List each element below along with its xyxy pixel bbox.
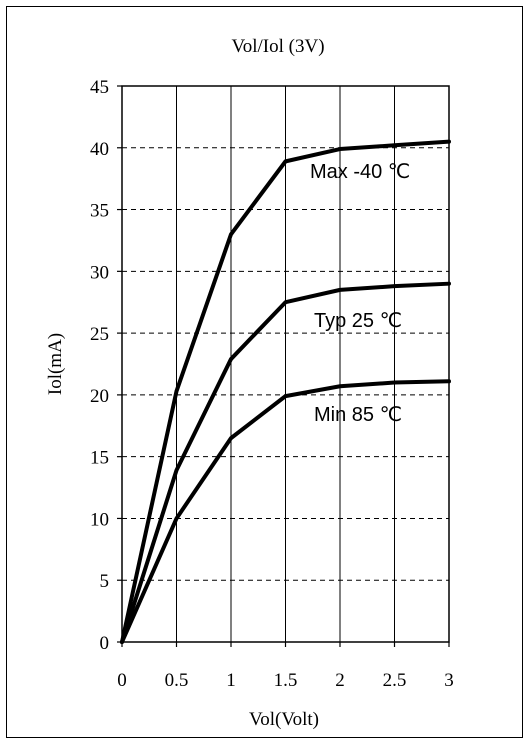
data-point	[448, 380, 450, 383]
y-tick-label: 35	[90, 201, 109, 222]
x-axis-ticks: 0 0.5 1 1.5 2 2.5 3	[117, 642, 454, 691]
series-label: Typ 25 ℃	[314, 310, 402, 332]
data-point	[448, 282, 450, 285]
series-label: Max -40 ℃	[310, 161, 410, 183]
data-point	[175, 390, 178, 392]
data-point	[339, 148, 341, 150]
x-tick-label: 1	[226, 670, 236, 691]
data-point	[393, 144, 396, 147]
y-tick-label: 40	[90, 139, 109, 160]
x-tick-label: 1.5	[274, 670, 298, 691]
data-point	[284, 395, 287, 397]
data-point	[393, 285, 396, 287]
y-tick-label: 45	[90, 77, 109, 98]
data-point	[284, 301, 287, 304]
data-point	[230, 358, 232, 360]
data-point	[230, 437, 232, 439]
data-point	[284, 160, 287, 163]
data-point	[393, 381, 396, 384]
y-axis-ticks: 0 5 10 15 20 25 30 35 40 45	[90, 77, 122, 654]
y-axis-label: Iol(mA)	[45, 333, 66, 395]
data-point	[175, 517, 178, 520]
x-axis-label: Vol(Volt)	[249, 709, 319, 730]
data-point	[230, 233, 232, 236]
x-tick-label: 2	[335, 670, 345, 691]
y-tick-label: 20	[90, 386, 109, 407]
y-tick-label: 5	[100, 571, 110, 592]
x-tick-label: 3	[444, 670, 454, 691]
data-point	[339, 385, 341, 388]
data-point	[448, 140, 450, 143]
series-lines	[120, 139, 451, 644]
x-tick-label: 0	[117, 670, 127, 691]
chart-frame	[6, 6, 523, 738]
y-tick-label: 15	[90, 448, 109, 469]
data-point	[175, 469, 178, 472]
x-tick-label: 2.5	[383, 670, 407, 691]
x-tick-label: 0.5	[165, 670, 189, 691]
y-tick-label: 0	[100, 633, 110, 654]
data-point	[121, 641, 123, 643]
y-tick-label: 10	[90, 509, 109, 530]
series-label: Min 85 ℃	[314, 404, 402, 426]
chart-title: Vol/Iol (3V)	[231, 36, 324, 57]
data-point	[339, 289, 341, 291]
y-tick-label: 30	[90, 262, 109, 283]
y-tick-label: 25	[90, 324, 109, 345]
series-labels: Max -40 ℃ Typ 25 ℃ Min 85 ℃	[310, 161, 410, 426]
